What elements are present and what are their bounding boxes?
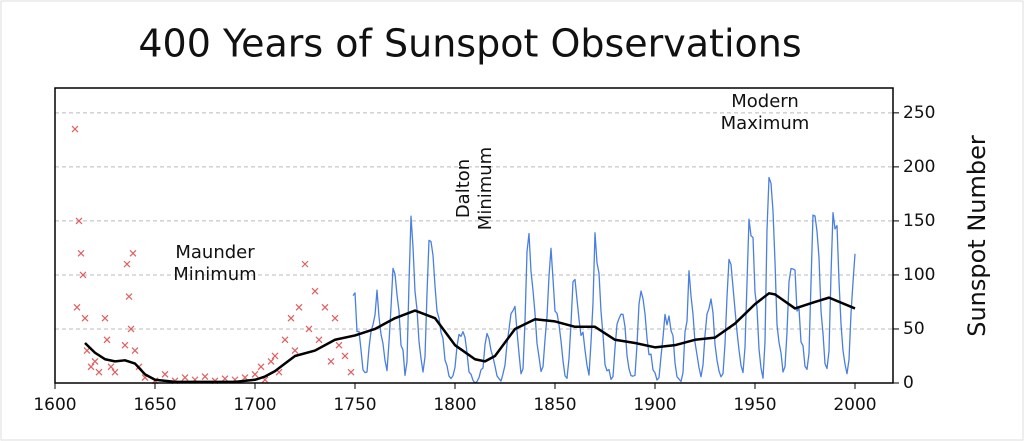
cross-marker — [295, 303, 303, 311]
cross-marker — [251, 370, 259, 378]
x-tick-label: 1800 — [433, 395, 476, 415]
y-axis-label: Sunspot Number — [963, 135, 991, 337]
cross-marker — [291, 347, 299, 355]
cross-marker — [127, 325, 135, 333]
cross-marker — [335, 341, 343, 349]
y-tick-label: 50 — [903, 319, 925, 339]
y-tick-label: 250 — [903, 103, 935, 123]
cross-marker — [161, 370, 169, 378]
cross-marker — [257, 363, 265, 371]
cross-marker — [181, 374, 189, 382]
cross-marker — [267, 357, 275, 365]
cross-marker — [271, 352, 279, 360]
line-series — [352, 176, 856, 384]
y-tick-label: 200 — [903, 157, 935, 177]
x-tick-label: 1700 — [233, 395, 276, 415]
cross-marker — [103, 336, 111, 344]
x-tick-label: 1650 — [133, 395, 176, 415]
cross-marker — [281, 336, 289, 344]
cross-marker — [129, 249, 137, 257]
cross-marker — [91, 357, 99, 365]
cross-marker — [121, 341, 129, 349]
y-tick-label: 0 — [903, 373, 914, 393]
chart-title: 400 Years of Sunspot Observations — [138, 22, 801, 66]
y-tick-label: 100 — [903, 265, 935, 285]
annotation: Minimum — [173, 264, 256, 285]
cross-marker — [125, 293, 133, 300]
x-tick-label: 1850 — [533, 395, 576, 415]
cross-marker — [347, 368, 355, 376]
annotation: Maximum — [721, 113, 810, 134]
x-tick-label: 1750 — [333, 395, 376, 415]
cross-marker — [81, 314, 89, 322]
cross-marker — [305, 325, 313, 333]
cross-marker — [311, 287, 319, 295]
annotation: Modern — [731, 91, 799, 112]
cross-marker — [111, 368, 119, 376]
cross-marker — [131, 347, 139, 355]
cross-marker — [301, 260, 309, 268]
cross-marker — [87, 363, 95, 371]
cross-marker — [71, 125, 79, 133]
y-tick-label: 150 — [903, 211, 935, 231]
line-series — [84, 292, 856, 384]
cross-marker — [75, 217, 83, 225]
x-tick-label: 1900 — [633, 395, 676, 415]
cross-marker — [77, 249, 85, 257]
plot-frame — [54, 87, 894, 384]
annotation: Minimum — [475, 147, 496, 230]
cross-marker — [101, 314, 109, 322]
cross-marker — [321, 303, 329, 311]
annotation: Dalton — [453, 159, 474, 218]
cross-marker — [341, 352, 349, 360]
cross-marker — [331, 314, 339, 322]
cross-marker — [315, 336, 323, 344]
x-tick-label: 1950 — [733, 395, 776, 415]
cross-marker — [73, 303, 81, 311]
x-tick-label: 2000 — [833, 395, 876, 415]
cross-marker — [79, 271, 87, 279]
cross-marker — [327, 357, 335, 365]
cross-marker — [287, 314, 295, 322]
cross-marker — [201, 373, 209, 380]
x-tick-label: 1600 — [33, 395, 76, 415]
cross-marker — [95, 368, 103, 376]
cross-marker — [123, 260, 131, 268]
annotation: Maunder — [175, 242, 255, 263]
cross-marker — [107, 363, 115, 371]
